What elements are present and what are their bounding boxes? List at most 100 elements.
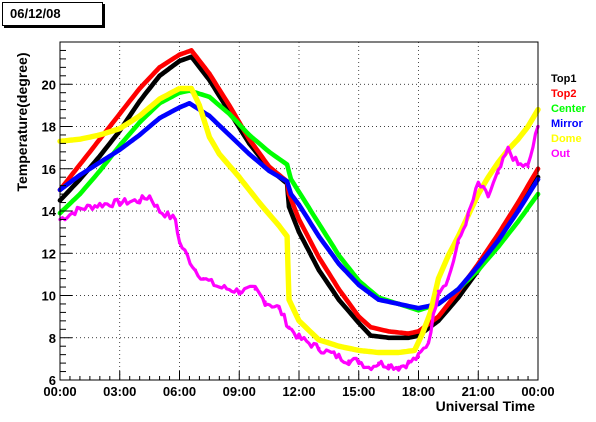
data-point: [495, 160, 501, 165]
data-point: [256, 200, 262, 205]
data-point: [193, 268, 198, 272]
legend-entry-mirror: Mirror: [551, 118, 584, 130]
data-point: [284, 234, 290, 239]
data-point: [515, 219, 521, 224]
data-point: [157, 96, 162, 102]
data-point: [263, 300, 267, 304]
data-point: [296, 217, 302, 222]
data-point: [436, 314, 441, 319]
data-point: [296, 229, 302, 235]
data-point: [189, 54, 194, 59]
data-point: [284, 162, 290, 167]
data-point: [227, 111, 232, 117]
data-point: [476, 191, 481, 197]
data-point: [387, 363, 391, 367]
data-point: [227, 132, 232, 138]
data-point: [420, 331, 425, 336]
data-point: [416, 305, 421, 311]
y-tick-label: 16: [42, 162, 56, 177]
data-point: [456, 295, 461, 300]
data-point: [317, 346, 321, 350]
data-point: [316, 337, 322, 343]
data-point: [207, 94, 212, 100]
data-point: [396, 350, 401, 355]
data-point: [148, 194, 152, 198]
data-point: [396, 365, 401, 369]
data-point: [77, 191, 83, 197]
series-line: [58, 124, 540, 372]
data-point: [526, 165, 530, 169]
data-point: [177, 241, 182, 245]
data-point: [77, 136, 83, 142]
y-tick-label: 18: [42, 120, 56, 135]
data-point: [288, 177, 294, 182]
data-point: [297, 336, 301, 340]
y-tick-label: 14: [42, 204, 57, 219]
data-point: [367, 365, 371, 369]
data-point: [406, 331, 411, 336]
data-point: [97, 160, 103, 165]
legend-entry-top2: Top2: [551, 88, 576, 100]
y-axis-title: Temperature(degree): [14, 52, 30, 191]
data-point: [525, 124, 531, 129]
x-tick-label: 15:00: [342, 384, 375, 399]
y-tick-label: 10: [42, 289, 56, 304]
data-point: [247, 132, 252, 138]
data-point: [97, 136, 103, 142]
legend-entry-center: Center: [551, 103, 587, 115]
data-point: [476, 263, 481, 269]
data-point: [177, 52, 182, 57]
data-point: [227, 103, 232, 108]
data-point: [296, 202, 302, 207]
data-point: [316, 221, 322, 226]
data-point: [336, 344, 342, 349]
data-point: [137, 132, 142, 138]
data-point: [515, 208, 521, 214]
x-tick-label: 21:00: [462, 384, 495, 399]
data-point: [426, 340, 431, 344]
data-point: [78, 207, 82, 211]
data-point: [296, 318, 302, 324]
data-point: [396, 301, 401, 307]
y-tick-label: 6: [49, 373, 56, 388]
data-point: [247, 151, 252, 157]
data-point: [177, 105, 182, 110]
data-point: [97, 168, 103, 174]
x-tick-label: 12:00: [282, 384, 315, 399]
data-point: [416, 329, 421, 334]
data-point: [476, 181, 480, 186]
data-point: [336, 261, 342, 267]
series-mirror: [57, 101, 541, 311]
data-point: [137, 113, 142, 119]
date-label: 06/12/08: [2, 2, 103, 26]
data-point: [287, 325, 291, 329]
data-point: [376, 297, 381, 302]
data-point: [237, 289, 241, 293]
y-tick-label: 20: [42, 77, 56, 92]
data-point: [98, 203, 102, 207]
data-point: [276, 223, 282, 228]
data-point: [386, 329, 391, 334]
axes: 00:00 03:00 06:00 09:00 12:00 15:00 18:00 21:00…: [42, 41, 555, 399]
data-point: [117, 126, 122, 131]
data-point: [177, 58, 182, 64]
data-point: [207, 113, 212, 119]
data-point: [97, 132, 103, 138]
data-point: [117, 147, 122, 152]
data-point: [406, 361, 411, 365]
x-axis-title: Universal Time: [436, 398, 536, 414]
data-point: [118, 200, 122, 205]
legend-entry-top1: Top1: [551, 73, 576, 85]
data-point: [515, 136, 521, 142]
data-point: [356, 348, 361, 353]
data-point: [406, 335, 411, 340]
data-point: [177, 86, 182, 91]
data-point: [77, 162, 83, 167]
data-point: [157, 209, 162, 213]
data-point: [356, 314, 361, 319]
data-point: [157, 73, 162, 79]
x-tick-label: 03:00: [103, 384, 136, 399]
series-layer: [57, 48, 541, 372]
legend-entry-out: Out: [551, 148, 570, 160]
series-out: [58, 124, 540, 372]
